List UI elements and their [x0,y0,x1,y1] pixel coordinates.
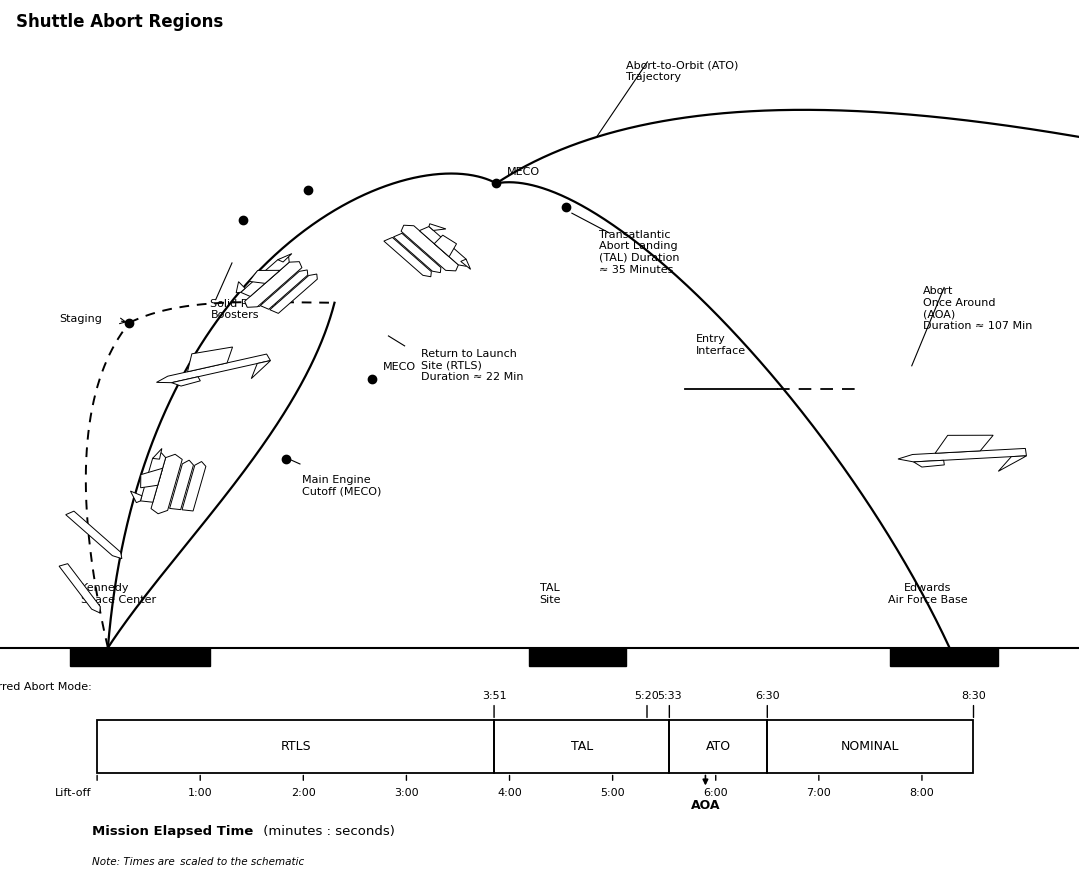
Polygon shape [59,564,100,613]
Text: 6:30: 6:30 [755,691,780,701]
Polygon shape [241,257,289,297]
Text: 5:20: 5:20 [634,691,659,701]
Text: 6:00: 6:00 [704,788,728,798]
Polygon shape [277,253,291,262]
Text: 2:00: 2:00 [291,788,316,798]
Text: Preferred Abort Mode:: Preferred Abort Mode: [0,683,92,692]
Text: MECO: MECO [507,167,541,176]
Text: Note: Times are  scaled to the schematic: Note: Times are scaled to the schematic [92,857,304,867]
Polygon shape [251,361,271,379]
Text: 4:00: 4:00 [497,788,522,798]
Text: 3:00: 3:00 [394,788,419,798]
Polygon shape [998,456,1026,471]
Text: AOA: AOA [691,799,720,812]
Text: RTLS: RTLS [281,740,311,753]
Text: 1:00: 1:00 [188,788,213,798]
Polygon shape [172,377,201,386]
Polygon shape [182,462,206,511]
Polygon shape [914,460,944,467]
Polygon shape [140,468,163,488]
Polygon shape [270,274,317,313]
Polygon shape [429,223,446,230]
Bar [70,648,210,666]
Text: 5:00: 5:00 [600,788,625,798]
Text: 8:30: 8:30 [961,691,986,701]
Polygon shape [401,225,459,271]
Polygon shape [384,237,432,277]
Bar [529,648,626,666]
Text: Mission Elapsed Time: Mission Elapsed Time [92,825,252,838]
Text: Lift-off: Lift-off [55,788,92,798]
Text: TAL
Site: TAL Site [540,583,561,605]
Polygon shape [169,460,193,510]
Text: Return to Launch
Site (RTLS)
Duration ≈ 22 Min: Return to Launch Site (RTLS) Duration ≈ … [421,349,523,382]
Text: (minutes : seconds): (minutes : seconds) [259,825,395,838]
Polygon shape [188,347,233,372]
Polygon shape [156,354,271,382]
Text: 5:33: 5:33 [657,691,682,701]
Polygon shape [66,512,122,559]
Text: NOMINAL: NOMINAL [842,740,900,753]
Polygon shape [935,436,993,453]
Text: Transatlantic
Abort Landing
(TAL) Duration
≈ 35 Minutes: Transatlantic Abort Landing (TAL) Durati… [599,230,680,275]
Polygon shape [140,453,166,502]
Text: ATO: ATO [706,740,730,753]
Text: Staging: Staging [59,314,103,325]
Text: MECO: MECO [383,362,416,373]
Text: Edwards
Air Force Base: Edwards Air Force Base [888,583,968,605]
Polygon shape [260,270,308,309]
Polygon shape [236,282,245,292]
Text: Abort
Once Around
(AOA)
Duration ≈ 107 Min: Abort Once Around (AOA) Duration ≈ 107 M… [923,286,1032,331]
Text: Shuttle Abort Regions: Shuttle Abort Regions [16,13,223,31]
Polygon shape [245,262,302,307]
Polygon shape [394,233,441,272]
Text: Solid Rocket
Boosters: Solid Rocket Boosters [210,299,278,320]
Text: 8:00: 8:00 [910,788,934,798]
Text: Main Engine
Cutoff (MECO): Main Engine Cutoff (MECO) [302,475,382,497]
Polygon shape [152,449,162,459]
Polygon shape [131,491,142,503]
Polygon shape [434,235,456,257]
Text: 7:00: 7:00 [806,788,831,798]
Polygon shape [249,271,279,284]
Text: Entry
Interface: Entry Interface [696,334,746,356]
Text: Abort-to-Orbit (ATO)
Trajectory: Abort-to-Orbit (ATO) Trajectory [626,60,738,82]
Polygon shape [420,226,466,266]
Polygon shape [898,449,1026,462]
Polygon shape [151,454,182,513]
Bar [890,648,998,666]
Text: TAL: TAL [571,740,592,753]
Text: 3:51: 3:51 [481,691,506,701]
Polygon shape [461,259,470,270]
Text: Kennedy
Space Center: Kennedy Space Center [81,583,156,605]
